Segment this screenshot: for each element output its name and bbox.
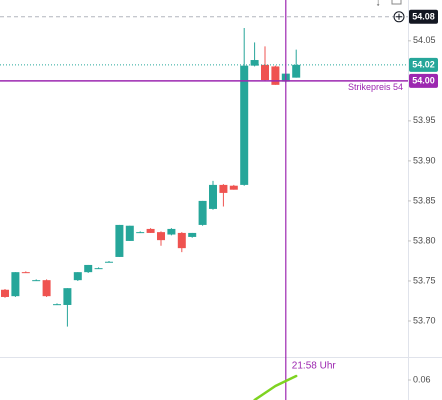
candle-body	[21, 272, 30, 274]
y-tick-label: 53.95	[413, 115, 436, 125]
layout-icon[interactable]	[391, 0, 402, 5]
y-tick-label: 53.90	[413, 155, 436, 165]
candle-body	[73, 272, 82, 281]
candle-body	[105, 261, 113, 263]
price-tag-label: 54.02	[412, 60, 435, 70]
candle-body	[219, 184, 228, 193]
crosshair-time: 21:58 Uhr	[292, 361, 337, 372]
candle-body	[188, 232, 197, 237]
candle-body	[63, 288, 72, 305]
candle-body	[261, 64, 269, 81]
candle-body	[292, 64, 301, 78]
candle-body	[198, 200, 207, 225]
candle-body	[32, 280, 41, 282]
candle-body	[136, 232, 145, 234]
indicator-tick-label: 0.06	[413, 374, 431, 384]
candle-body	[177, 232, 186, 249]
download-icon[interactable]: ↓	[376, 0, 381, 9]
price-tag	[409, 9, 438, 24]
price-tag	[409, 57, 438, 72]
candle-body	[42, 280, 51, 297]
strike-text: Strikepreis 54	[348, 82, 403, 92]
candle-body	[240, 65, 249, 185]
add-alert-icon[interactable]	[393, 11, 405, 23]
candle-body	[84, 264, 93, 273]
candle-body	[229, 185, 238, 190]
strike-tag-label: 54.00	[412, 76, 435, 86]
y-tick-label: 53.85	[413, 195, 436, 205]
candle-body	[11, 272, 20, 297]
candle-body	[1, 289, 9, 297]
candle-body	[125, 225, 134, 241]
y-tick-label: 54.05	[413, 35, 436, 45]
y-tick-label: 53.70	[413, 315, 436, 325]
candle-body	[209, 184, 217, 209]
y-tick-label: 53.80	[413, 235, 436, 245]
candle-body	[271, 66, 280, 85]
candle-body	[167, 228, 176, 235]
candle-body	[250, 60, 259, 66]
candle-body	[94, 268, 103, 270]
y-tick-label: 53.75	[413, 275, 436, 285]
price-tag-label: 54.08	[412, 12, 435, 22]
candle-body	[146, 228, 155, 233]
candle-body	[115, 224, 124, 257]
add-alert-plus	[396, 13, 402, 20]
strike-tag	[409, 73, 438, 88]
candle-body	[157, 232, 165, 241]
indicator-line	[253, 374, 298, 400]
candle-body	[53, 304, 61, 306]
